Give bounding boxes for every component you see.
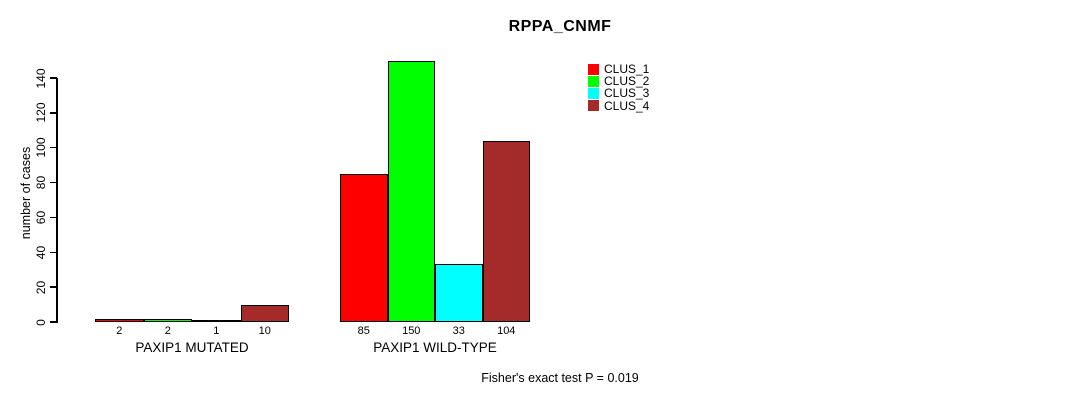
bar bbox=[435, 264, 483, 322]
bar-value-label: 2 bbox=[164, 325, 171, 337]
bar-value-label: 10 bbox=[258, 325, 271, 337]
legend-item-label: CLUS_1 bbox=[604, 62, 650, 77]
bar bbox=[143, 318, 192, 322]
bar bbox=[387, 60, 435, 322]
y-tick-mark bbox=[50, 112, 57, 114]
chart-title: RPPA_CNMF bbox=[508, 18, 612, 35]
y-tick-label: 80 bbox=[34, 175, 48, 190]
legend-item-label: CLUS_4 bbox=[604, 98, 650, 113]
legend: CLUS_1 CLUS_2 CLUS_3 CLUS_4 bbox=[588, 63, 649, 112]
y-tick-mark bbox=[50, 286, 57, 288]
footnote-annotation: Fisher's exact test P = 0.019 bbox=[481, 371, 639, 385]
bar bbox=[340, 173, 388, 322]
legend-item: CLUS_3 bbox=[588, 87, 649, 99]
y-tick-label: 120 bbox=[34, 102, 48, 123]
bar-value-label: 1 bbox=[213, 325, 220, 337]
legend-color-swatch bbox=[588, 100, 599, 112]
bar bbox=[95, 318, 144, 322]
y-tick-label: 0 bbox=[34, 318, 48, 326]
y-tick-mark bbox=[50, 321, 57, 323]
legend-color-swatch bbox=[588, 63, 599, 75]
y-tick-mark bbox=[50, 146, 57, 149]
y-tick-label: 40 bbox=[34, 245, 48, 259]
bar bbox=[240, 304, 289, 322]
bar bbox=[482, 140, 530, 322]
x-group-label: PAXIP1 WILD-TYPE bbox=[373, 340, 497, 355]
y-tick-label: 60 bbox=[34, 210, 48, 225]
y-tick-mark bbox=[50, 251, 57, 254]
legend-color-swatch bbox=[588, 75, 599, 87]
bar-value-label: 85 bbox=[357, 325, 370, 337]
y-tick-mark bbox=[50, 216, 57, 219]
y-tick-label: 20 bbox=[34, 280, 48, 294]
y-tick-label: 140 bbox=[34, 67, 48, 89]
y-tick-mark bbox=[50, 77, 57, 79]
legend-item-label: CLUS_2 bbox=[604, 74, 650, 89]
bar bbox=[192, 320, 241, 322]
bar-value-label: 33 bbox=[452, 325, 465, 337]
bar-value-label: 104 bbox=[497, 325, 516, 337]
bar-value-label: 150 bbox=[402, 325, 421, 337]
y-axis-line bbox=[56, 78, 58, 323]
y-tick-mark bbox=[50, 181, 57, 184]
legend-item: CLUS_2 bbox=[588, 75, 649, 87]
legend-item: CLUS_4 bbox=[588, 100, 649, 112]
y-axis-label: number of cases bbox=[19, 146, 33, 240]
y-tick-label: 100 bbox=[34, 137, 48, 158]
x-group-label: PAXIP1 MUTATED bbox=[135, 340, 249, 355]
legend-item-label: CLUS_3 bbox=[604, 86, 650, 101]
legend-color-swatch bbox=[588, 87, 599, 99]
legend-item: CLUS_1 bbox=[588, 63, 649, 75]
bar-value-label: 2 bbox=[116, 325, 123, 337]
